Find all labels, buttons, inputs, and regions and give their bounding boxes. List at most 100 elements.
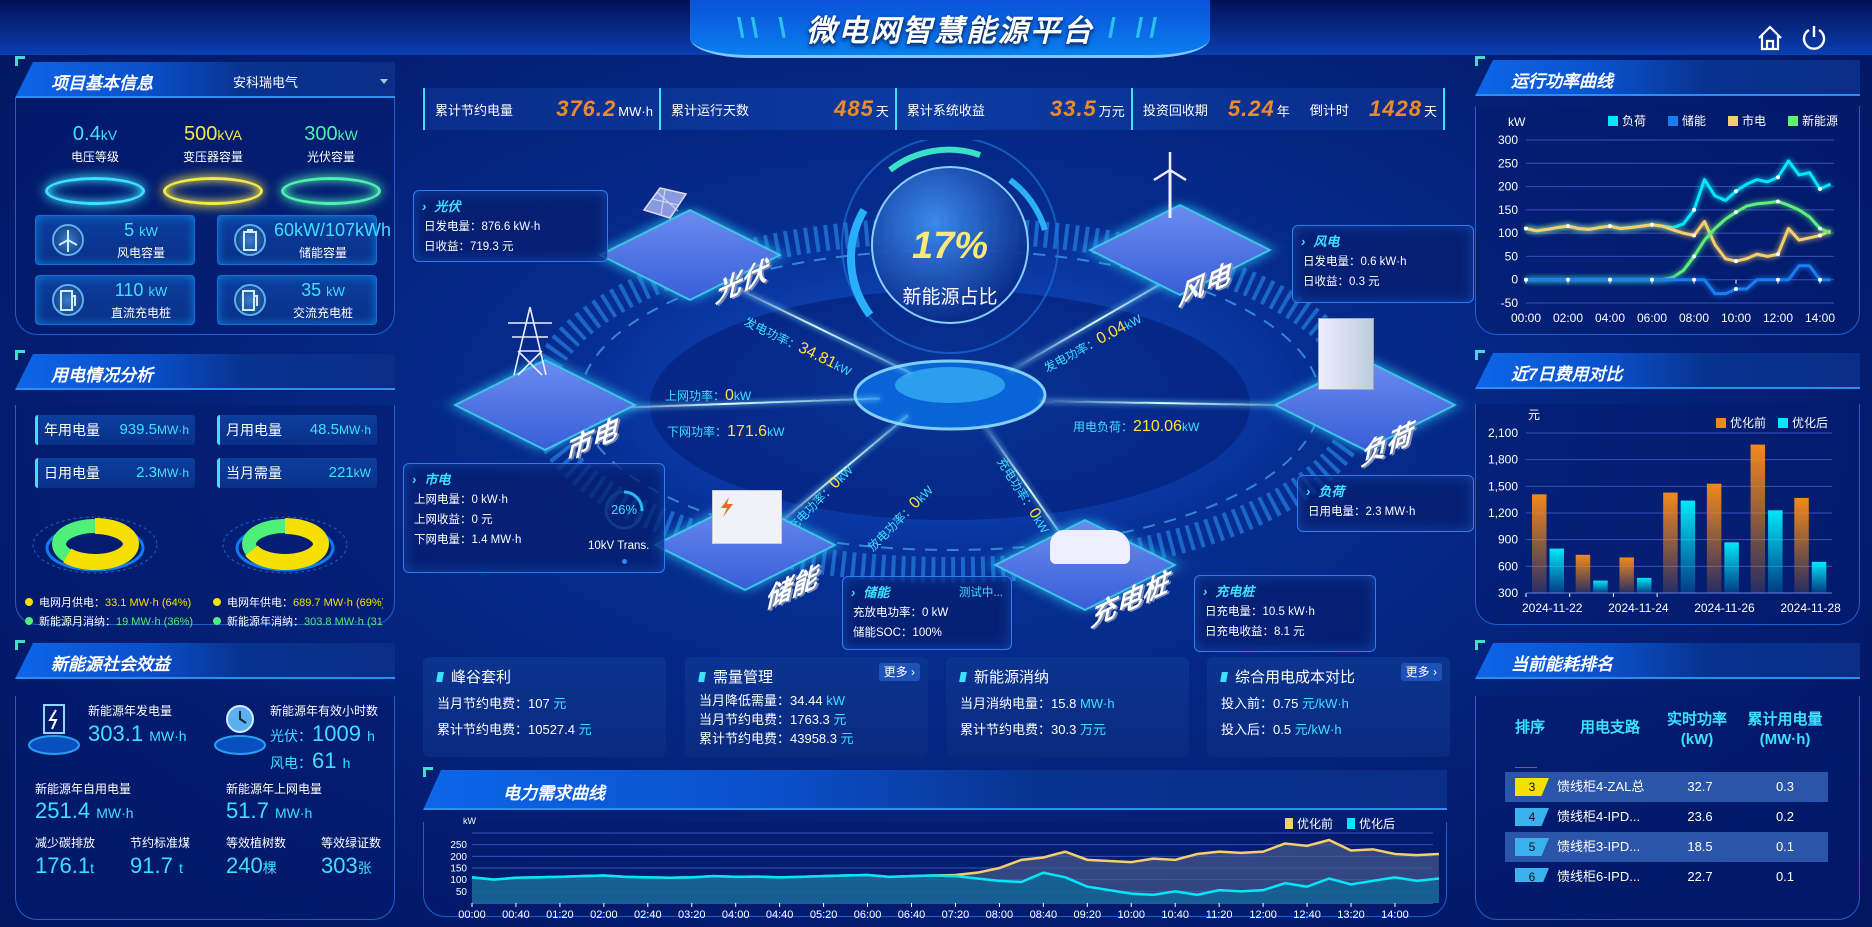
grid-share-arc [245,518,329,570]
panel-corner-decor [15,640,25,650]
series-line-负荷 [1525,159,1832,233]
grid-feed-label: 新能源年上网电量 [226,782,323,796]
chevron-down-icon[interactable] [379,73,389,84]
transformer-load-gauge [604,490,644,530]
x-tick-label: 14:00 [1805,311,1835,325]
y-tick-label: 1,200 [1488,506,1518,520]
project-info-header: 项目基本信息 安科瑞电气 [15,62,395,98]
y-tick-label: 300 [1498,133,1518,147]
x-tick-label: 06:40 [898,909,926,921]
benefit-card: 峰谷套利 当月节约电费：107 元累计节约电费：10527.4 元 [423,657,666,757]
series-line-储能 [1526,264,1831,296]
y-axis-unit: kW [1508,115,1526,129]
card-row: 累计节约电费：30.3 万元 [960,722,1106,737]
rank-badge: 4 [1515,808,1549,826]
storage-power: 充放电功率：0 kW [853,607,949,619]
power-curve-header: 运行功率曲线 [1475,60,1860,96]
power-curve-panel [1475,106,1860,335]
y-tick-label: 50 [1505,249,1519,263]
legend-swatch [1778,418,1788,428]
more-button[interactable]: 更多 › [1400,663,1442,681]
title-bar: \\ \ 微电网智慧能源平台 / // [690,0,1210,58]
self-use-label: 新能源年自用电量 [35,782,132,796]
clock-icon [212,700,268,756]
data-point [1608,224,1612,229]
bar-优化后-2024-11-25 [1680,500,1696,593]
y-tick-label: 100 [450,875,467,886]
battery-container-icon [712,490,782,544]
grid-info-box[interactable]: › 市电 上网电量：0 kW·h 上网收益：0 元 下网电量：1.4 MW·h 2… [403,463,665,573]
grid-export-energy: 上网电量：0 kW·h [414,494,508,506]
wind-turbine-icon [1140,150,1200,220]
y-tick-label: 250 [450,840,467,851]
ranking-list[interactable]: 3 馈线柜4-ZAL总 32.7 0.3 4 馈线柜4-IPD... 23.6 … [1505,772,1828,882]
x-tick-label: 02:00 [1553,311,1583,325]
x-tick-label: 02:40 [634,909,662,921]
pv-hours-value: 光伏：1009 h [270,721,375,746]
carbon-value: 176.1t [35,853,94,878]
panel-title: 项目基本信息 [51,74,153,93]
y-tick-label: 600 [1498,559,1518,573]
legend-swatch [1347,818,1355,829]
self-use-value: 251.4 MW·h [35,798,134,823]
wind-info-box[interactable]: › 风电 日发电量：0.6 kW·h 日收益：0.3 元 [1292,225,1474,303]
decor-slashes-right: / // [1108,11,1164,43]
ranking-row[interactable]: 5 馈线柜3-IPD... 18.5 0.1 [1505,832,1828,862]
glow-pedestal-icon [45,177,145,205]
y-tick-label: 1,800 [1488,453,1518,467]
demand-header: 电力需求曲线 [423,770,1447,810]
power-curve-chart: -50 0 50 100 150 200 250 300 kW 00:00 02:00 04:00 06… [1498,113,1838,325]
legend-swatch [1608,116,1618,126]
y-tick-label: 2,100 [1488,426,1518,440]
grid-import-energy: 下网电量：1.4 MW·h [414,534,522,546]
pv-daily-revenue: 日收益：719.3 元 [424,241,514,253]
power-icon[interactable] [1800,24,1828,52]
ranking-header: 当前能耗排名 [1475,643,1860,679]
rank-badge: 3 [1515,778,1549,796]
bar-优化后-2024-11-22 [1549,548,1564,593]
load-info-box[interactable]: › 负荷 日用电量：2.3 MW·h [1297,475,1474,532]
transformer-label: 10kV Trans. [588,540,650,552]
more-button[interactable]: 更多 › [878,663,920,681]
data-point [1650,222,1654,227]
transformer-load-value: 26% [610,502,638,517]
data-point [1818,233,1822,238]
ranking-row[interactable]: 6 馈线柜6-IPD... 22.7 0.1 [1505,862,1828,882]
x-tick-label: 09:20 [1074,909,1102,921]
charger-info-box[interactable]: › 充电桩 日充电量：10.5 kW·h 日充电收益：8.1 元 [1194,575,1376,652]
ranking-row[interactable]: 4 馈线柜4-IPD... 23.6 0.2 [1505,802,1828,832]
capacity-card: 60kW/107kWh 储能容量 [217,215,391,265]
x-tick-label: 13:20 [1337,909,1365,921]
pager-dot[interactable] [622,559,627,564]
pv-info-box[interactable]: › 光伏 日发电量：876.6 kW·h 日收益：719.3 元 [413,190,608,262]
data-point [1692,233,1696,238]
x-tick-label: 08:00 [1679,311,1709,325]
donut-legend-item: 新能源年消纳：303.8 MW·h (31%) [213,613,383,629]
panel-title: 新能源社会效益 [51,655,170,674]
y-tick-label: 0 [1511,273,1518,287]
building-icon [1318,318,1374,390]
legend-label: 储能 [1682,113,1706,128]
bar-优化前-2024-11-23 [1575,554,1591,593]
ranking-row[interactable]: 3 馈线柜4-ZAL总 32.7 0.3 [1505,772,1828,802]
bullet-icon [959,672,967,682]
storage-info-box[interactable]: › 储能 测试中... 充放电功率：0 kW 储能SOC：100% [842,576,1012,650]
donut-legend-item: 电网月供电：33.1 MW·h (64%) [25,594,210,610]
legend-label: 市电 [1742,113,1766,128]
carbon-label: 减少碳排放 [35,836,96,850]
rank-badge: 6 [1515,868,1549,882]
bar-优化后-2024-11-28 [1811,561,1827,593]
home-icon[interactable] [1756,24,1784,52]
bar-优化前-2024-11-28 [1794,497,1809,593]
legend-swatch [1788,116,1798,126]
y-tick-label: 250 [1498,156,1518,170]
supply-donut-chart [222,516,348,574]
power-tower-icon [500,305,560,377]
x-tick-label: 04:00 [722,909,750,921]
data-point [1692,254,1696,259]
x-tick-label: 05:20 [810,909,838,921]
charger-icon [234,284,266,316]
tree-value: 240棵 [226,853,277,878]
company-selector[interactable]: 安科瑞电气 [233,75,299,90]
